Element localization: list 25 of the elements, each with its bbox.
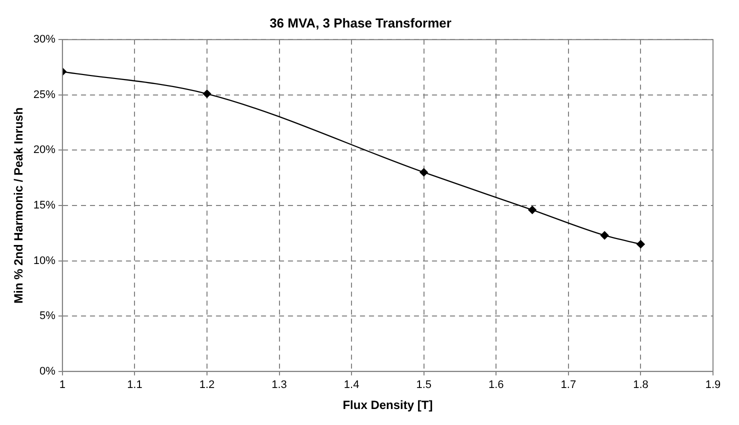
point — [528, 206, 536, 214]
point — [636, 240, 645, 248]
x-tick-label: 1.4 — [344, 379, 360, 392]
x-tick-label: 1.5 — [416, 379, 432, 392]
point — [600, 231, 609, 240]
y-tick-label: 0% — [40, 365, 56, 378]
point — [202, 90, 212, 98]
x-tick-label: 1.1 — [127, 379, 142, 392]
x-axis-title: Flux Density [T] — [342, 398, 433, 412]
y-tick-label: 15% — [33, 200, 56, 212]
y-axis-title: Min % 2nd Harmonic / Peak Inrush — [12, 107, 26, 304]
point — [420, 168, 428, 176]
x-tick-label: 1.2 — [199, 379, 215, 392]
y-tick-label: 5% — [40, 310, 56, 322]
chart-title: 36 MVA, 3 Phase Transformer — [270, 15, 452, 30]
y-tick-label: 20% — [33, 144, 56, 156]
x-tick-label: 1.8 — [633, 379, 648, 392]
x-tick-label: 1.6 — [488, 379, 504, 392]
y-tick-label: 25% — [33, 88, 56, 101]
y-tick-label: 30% — [33, 34, 56, 46]
x-tick-label: 1.7 — [560, 379, 576, 392]
x-tick-label: 1.9 — [705, 379, 721, 392]
x-tick-label: 1 — [59, 379, 66, 392]
x-tick-label: 1.3 — [272, 379, 287, 392]
y-tick-label: 10% — [33, 254, 56, 267]
